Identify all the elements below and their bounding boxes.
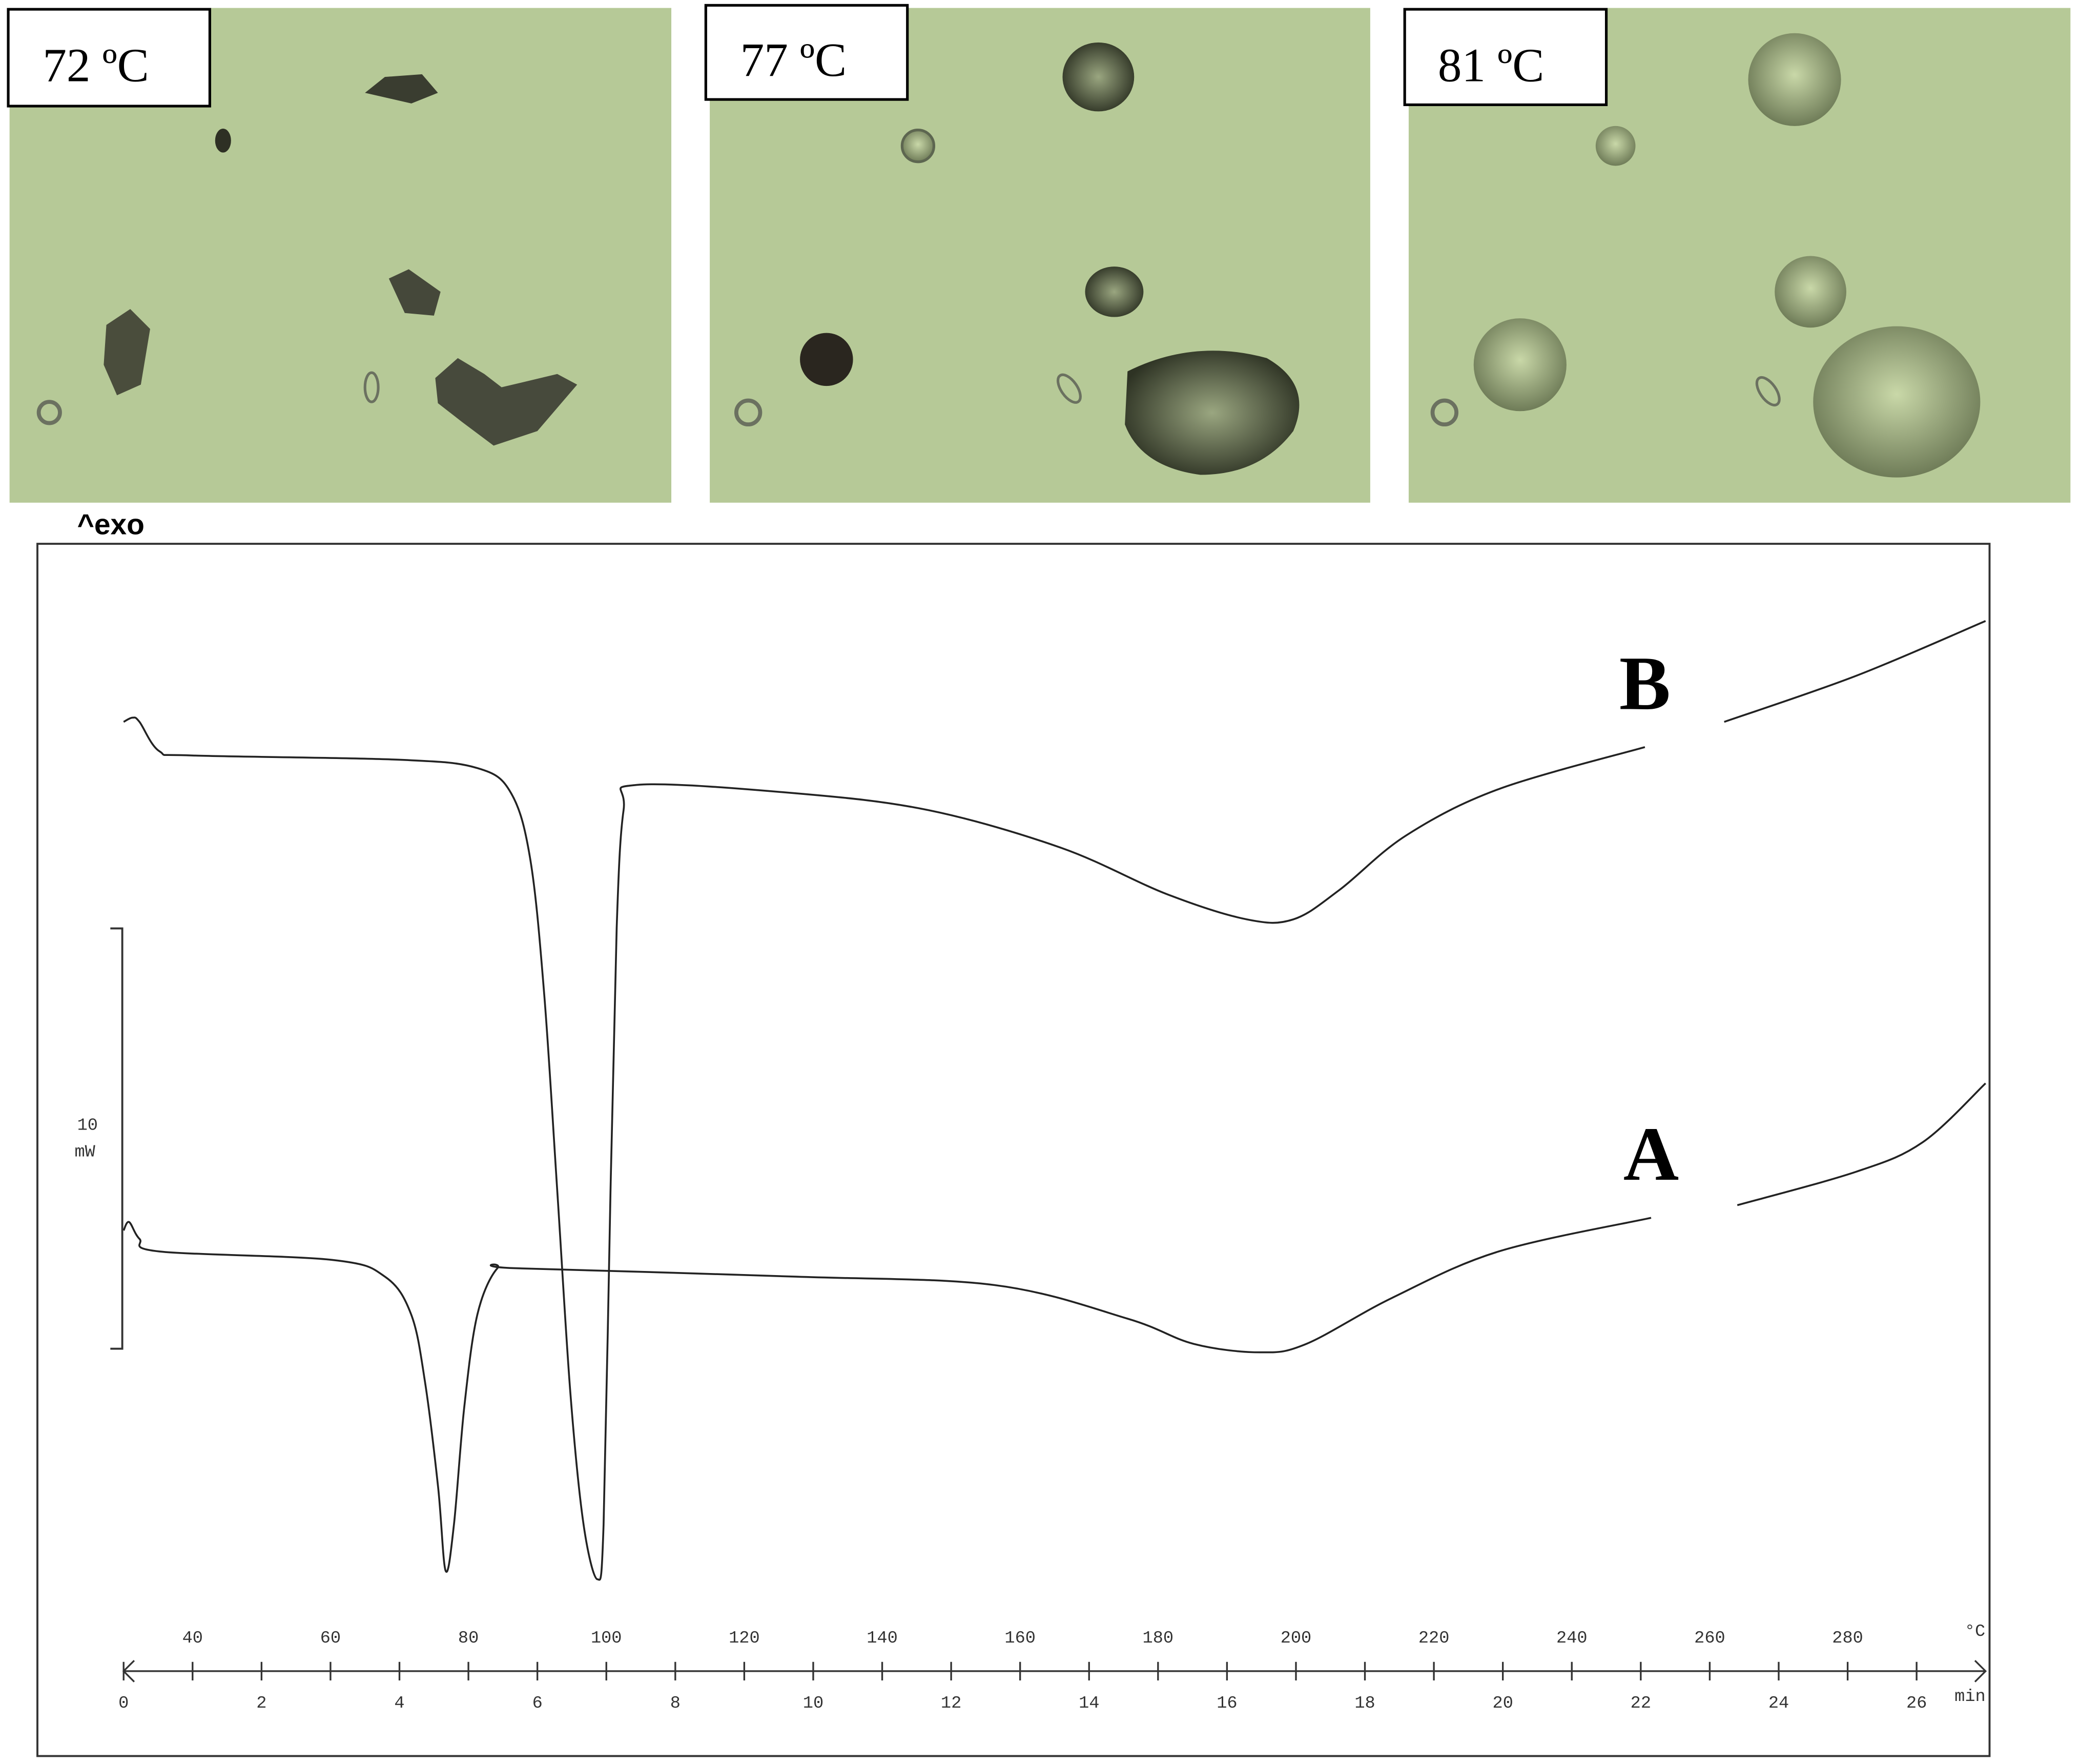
x-tick-label: 180 [1143,1629,1174,1648]
crystal [388,269,441,316]
x-tick-label: 40 [182,1629,203,1648]
x2-tick-label: 18 [1354,1694,1375,1713]
droplet [1748,33,1841,126]
x2-tick-label: 22 [1631,1694,1651,1713]
micrograph-panel: 77 ºC [704,4,1370,503]
micrograph-panel: 72 ºC [7,8,672,503]
micrograph-panel: 81 ºC [1403,8,2071,503]
droplet [1085,266,1144,317]
temperature-label: 81 ºC [1438,39,1544,92]
droplet [1775,256,1846,328]
x2-tick-label: 6 [532,1694,543,1713]
x2-tick-label: 8 [670,1694,681,1713]
scale-bar [110,927,123,1350]
x2-tick-label: 2 [256,1694,266,1713]
crystal [363,371,380,403]
label-box [1403,8,1608,107]
droplet [1430,398,1459,427]
droplet [36,400,62,425]
droplet [1062,42,1135,112]
crystal [365,74,438,104]
x-tick-label: 100 [591,1629,622,1648]
temperature-label: 72 ºC [43,39,149,92]
x2-tick-label: 16 [1217,1694,1237,1713]
droplet [734,398,763,427]
x-tick-label: 60 [320,1629,341,1648]
x2-tick-label: 26 [1906,1694,1927,1713]
label-box [7,8,212,108]
scale-bar-unit: mW [74,1142,95,1162]
x2-tick-label: 14 [1079,1694,1099,1713]
crystal [104,309,150,396]
crystal [435,358,578,446]
x-tick-label: 80 [458,1629,479,1648]
x2-tick-label: 10 [803,1694,823,1713]
temperature-label: 77 ºC [740,34,847,87]
x-tick-label: 280 [1832,1629,1863,1648]
crystal [1056,373,1082,404]
series-label: A [1623,1112,1679,1197]
dsc-curve [122,1082,1986,1573]
x-tick-label: 160 [1004,1629,1036,1648]
droplet [1813,326,1981,478]
crystal [1755,376,1781,406]
crystal [215,129,231,153]
axis-arrow [1974,1659,1987,1683]
x2-tick-label: 4 [394,1694,404,1713]
droplet [1473,318,1567,412]
scale-bar-value: 10 [77,1116,98,1136]
x2-label: min [1954,1687,1986,1707]
plot-frame [36,543,1991,1757]
x2-tick-label: 0 [118,1694,129,1713]
x-tick-label: 120 [729,1629,760,1648]
x2-tick-label: 24 [1768,1694,1789,1713]
x-label: °C [1965,1622,1985,1642]
series-label: B [1619,641,1671,726]
x2-tick-label: 12 [941,1694,961,1713]
x-tick-label: 140 [867,1629,898,1648]
x-tick-label: 240 [1556,1629,1588,1648]
y-label: ^exo [77,508,145,541]
x-tick-label: 220 [1418,1629,1450,1648]
droplet [900,129,936,163]
droplet [1125,351,1300,475]
x-tick-label: 200 [1281,1629,1312,1648]
droplet [800,333,853,386]
x2-tick-label: 20 [1493,1694,1513,1713]
droplet [1595,126,1636,166]
x-tick-label: 260 [1694,1629,1725,1648]
dsc-curve [123,620,1986,1581]
label-box [704,4,909,101]
